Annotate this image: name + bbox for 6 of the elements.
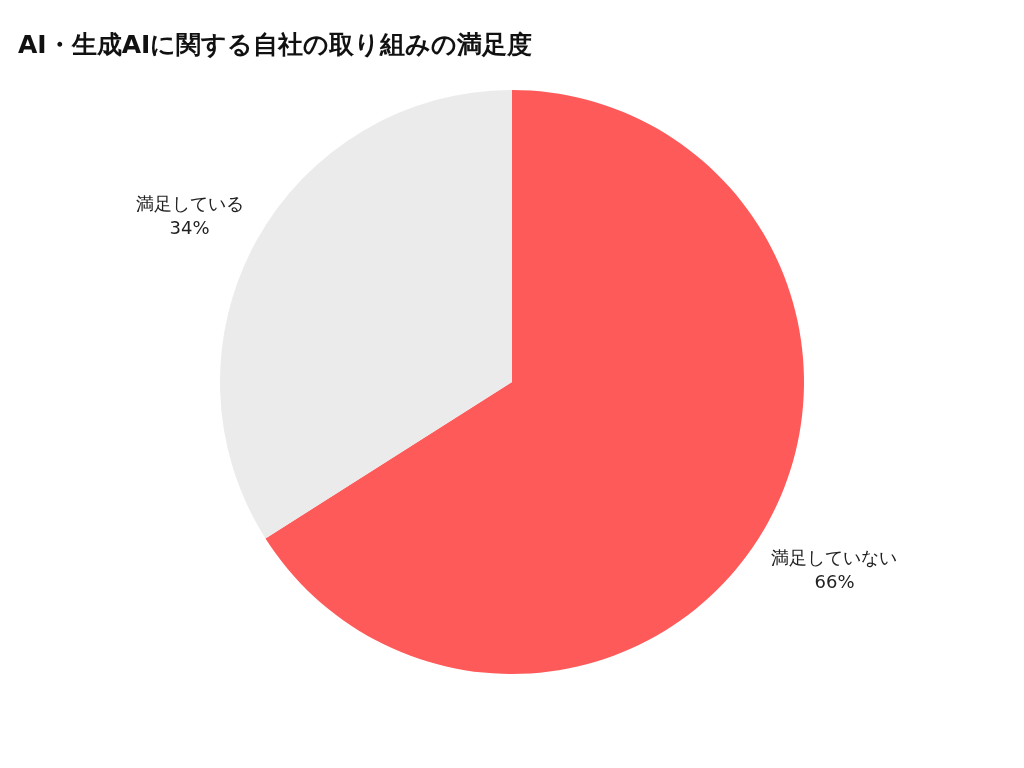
data-label: 34%: [169, 216, 210, 238]
chart-title: AI・生成AIに関する自社の取り組みの満足度: [18, 30, 533, 59]
pie-slice: [265, 90, 804, 674]
slice-label: 満足していない: [771, 547, 898, 569]
slice-label: 満足している: [135, 192, 244, 214]
data-label: 66%: [814, 571, 855, 593]
